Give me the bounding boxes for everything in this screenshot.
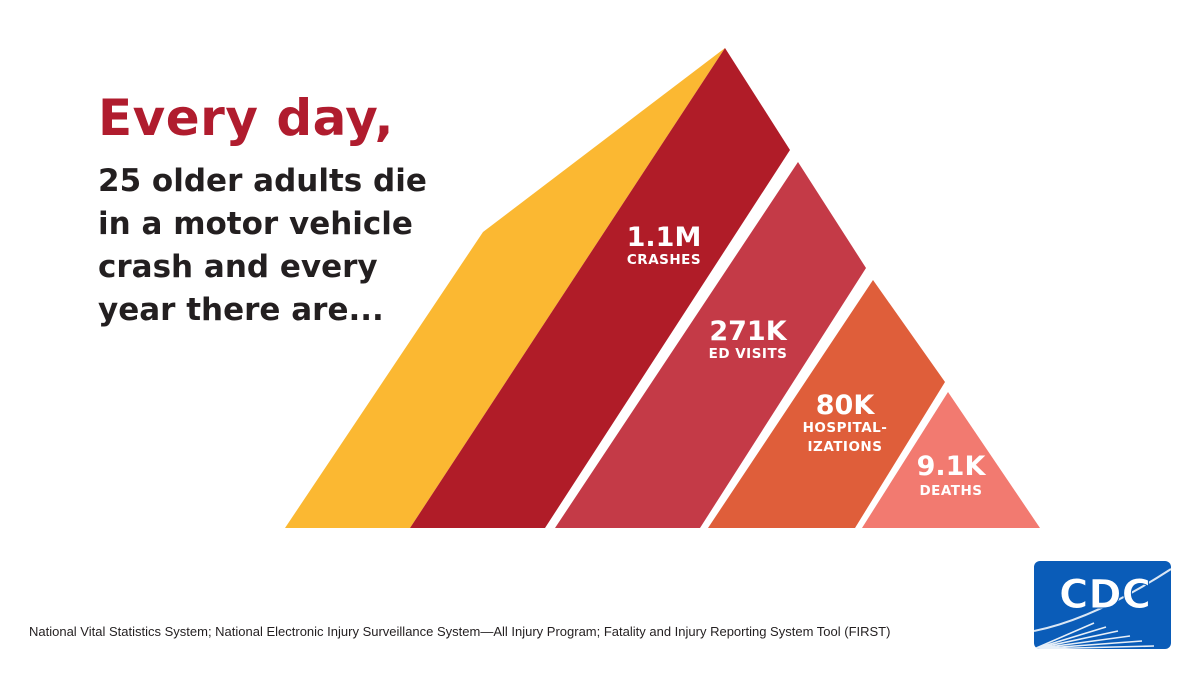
pyramid-side-yellow (285, 48, 725, 528)
cdc-logo-icon: CDC (1034, 561, 1171, 649)
tier-hospitalizations (708, 280, 945, 528)
tier-crashes (410, 48, 790, 528)
hospitalizations-label-line1: HOSPITAL- (803, 420, 888, 436)
ed-visits-label: ED VISITS (709, 346, 788, 362)
subheadline: 25 older adults die in a motor vehicle c… (98, 163, 427, 328)
tier-deaths (862, 392, 1040, 528)
tier-ed-visits (555, 162, 866, 528)
crashes-value: 1.1M (627, 222, 702, 253)
ed-visits-value: 271K (709, 316, 787, 347)
deaths-label: DEATHS (919, 483, 982, 499)
crashes-label: CRASHES (627, 252, 701, 268)
headline: Every day, (98, 89, 395, 147)
cdc-logo-text: CDC (1059, 572, 1151, 618)
hospitalizations-label-line2: IZATIONS (808, 439, 883, 455)
hospitalizations-value: 80K (816, 390, 876, 421)
source-footnote: National Vital Statistics System; Nation… (29, 624, 891, 639)
deaths-value: 9.1K (917, 451, 987, 482)
